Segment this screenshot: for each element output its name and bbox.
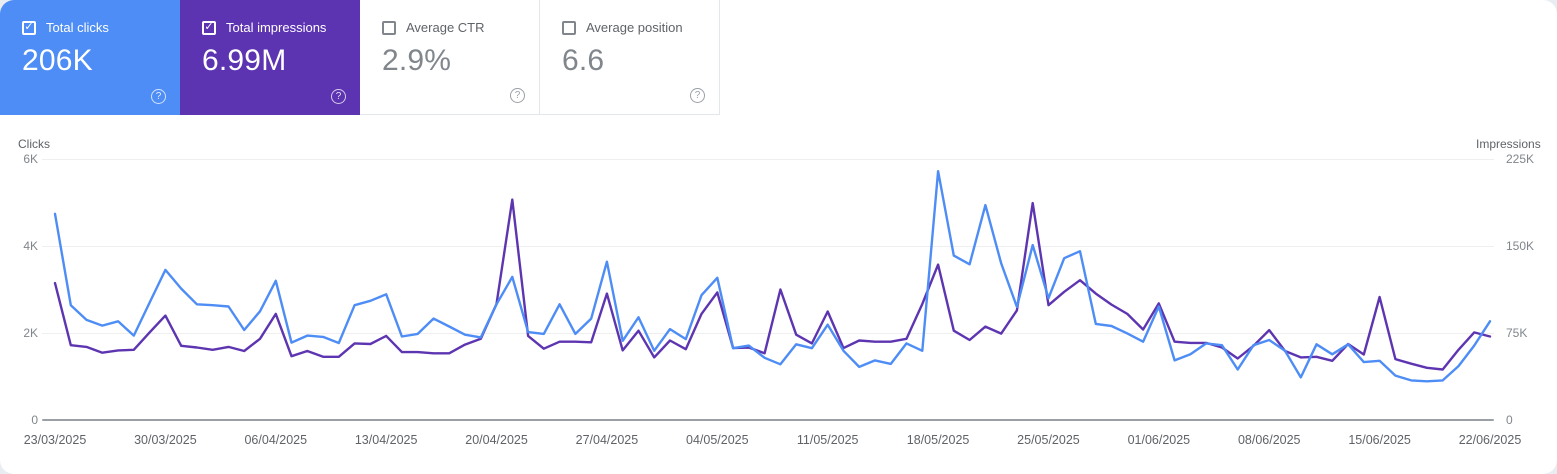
x-tick-label: 22/06/2025 [1458, 433, 1522, 447]
gridline [42, 333, 1494, 334]
metric-value: 6.6 [562, 44, 605, 77]
y-left-tick: 4K [23, 239, 38, 253]
checkbox-icon[interactable] [382, 20, 396, 35]
x-tick-label: 15/06/2025 [1348, 433, 1411, 447]
metric-card-header: ✓ Total clicks [22, 20, 164, 35]
y-right-tick: 225K [1506, 152, 1535, 166]
x-tick-label: 11/05/2025 [796, 433, 859, 447]
chart-plot-area[interactable] [42, 159, 1497, 420]
help-icon[interactable]: ? [331, 89, 346, 104]
y-right-tick: 0 [1506, 413, 1513, 427]
clicks-line[interactable] [53, 169, 1492, 383]
checkbox-icon[interactable]: ✓ [22, 20, 36, 35]
metric-value: 206K [22, 44, 93, 77]
x-tick-label: 08/06/2025 [1237, 433, 1301, 447]
x-tick-label: 13/04/2025 [354, 433, 418, 447]
help-icon[interactable]: ? [151, 89, 166, 104]
checkbox-icon[interactable]: ✓ [202, 20, 216, 35]
metric-label: Average position [586, 20, 683, 35]
y-right-tick: 75K [1506, 326, 1528, 340]
metric-value: 6.99M [202, 44, 287, 77]
metric-card-header: Average position [562, 20, 703, 35]
metric-label: Average CTR [406, 20, 485, 35]
x-tick-label: 04/05/2025 [686, 433, 749, 447]
x-tick-label: 23/03/2025 [23, 433, 87, 447]
metric-label: Total clicks [46, 20, 109, 35]
y-right-tick: 150K [1506, 239, 1535, 253]
help-icon[interactable]: ? [690, 88, 705, 103]
metric-card-average-ctr[interactable]: Average CTR 2.9% ? [360, 0, 540, 115]
x-axis-line [42, 419, 1494, 421]
x-tick-label: 27/04/2025 [575, 433, 639, 447]
right-axis-title: Impressions [1476, 137, 1541, 151]
y-left-tick: 2K [23, 326, 38, 340]
y-left-tick: 0 [31, 413, 38, 427]
metric-value: 2.9% [382, 44, 452, 77]
x-tick-label: 25/05/2025 [1017, 433, 1080, 447]
metric-card-average-position[interactable]: Average position 6.6 ? [540, 0, 720, 115]
checkbox-icon[interactable] [562, 20, 576, 35]
help-icon[interactable]: ? [510, 88, 525, 103]
metric-card-total-clicks[interactable]: ✓ Total clicks 206K ? [0, 0, 180, 115]
x-tick-label: 18/05/2025 [906, 433, 970, 447]
metric-card-header: Average CTR [382, 20, 523, 35]
gridline [42, 246, 1494, 247]
performance-chart[interactable]: Clicks Impressions 6K 4K 2K 0 225K 150K … [0, 130, 1557, 474]
x-tick-label: 20/04/2025 [465, 433, 528, 447]
x-tick-label: 01/06/2025 [1127, 433, 1191, 447]
left-axis-title: Clicks [18, 137, 50, 151]
metric-card-total-impressions[interactable]: ✓ Total impressions 6.99M ? [180, 0, 360, 115]
x-tick-label: 30/03/2025 [134, 433, 197, 447]
x-tick-label: 06/04/2025 [244, 433, 308, 447]
y-left-tick: 6K [23, 152, 38, 166]
metric-card-header: ✓ Total impressions [202, 20, 344, 35]
metric-cards: ✓ Total clicks 206K ? ✓ Total impression… [0, 0, 1557, 115]
metric-label: Total impressions [226, 20, 327, 35]
gridline [42, 159, 1494, 160]
